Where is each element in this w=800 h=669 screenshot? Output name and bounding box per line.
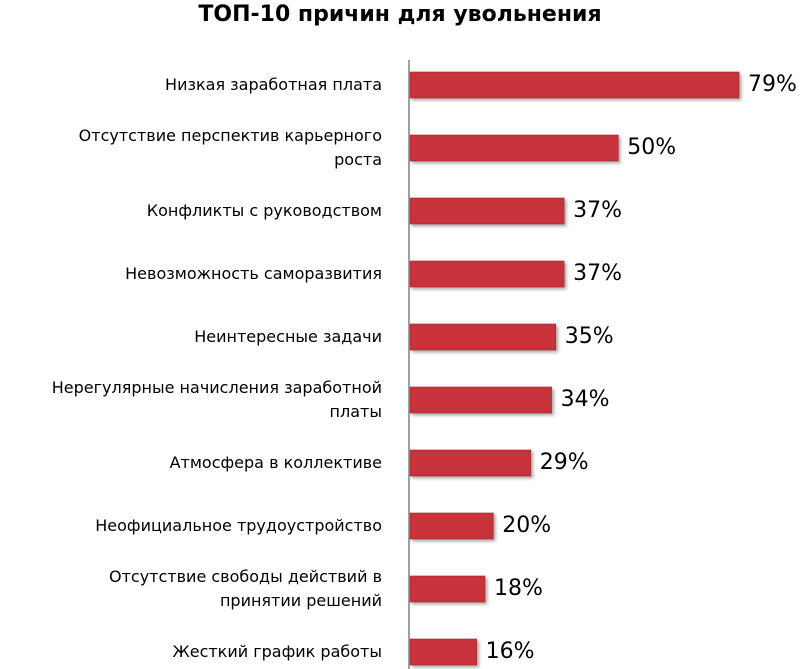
category-label-line: Невозможность саморазвития — [125, 264, 382, 283]
data-label: 18% — [493, 576, 543, 601]
data-label: 50% — [627, 135, 677, 160]
bar — [409, 323, 557, 351]
data-label: 37% — [573, 261, 622, 286]
data-label: 37% — [573, 198, 622, 223]
bar — [409, 134, 619, 162]
category-label: Невозможность саморазвития — [0, 262, 382, 286]
data-label: 35% — [564, 324, 614, 349]
data-label: 16% — [485, 639, 535, 664]
category-label-line: роста — [334, 150, 382, 169]
bar — [409, 260, 565, 288]
bar — [409, 638, 477, 666]
bar — [409, 71, 740, 99]
bar — [409, 386, 552, 414]
category-label: Низкая заработная плата — [0, 73, 382, 97]
category-label: Атмосфера в коллективе — [0, 451, 382, 475]
category-label: Отсутствие свободы действий в принятии ре… — [0, 565, 382, 613]
category-label: Неофициальное трудоустройство — [0, 514, 382, 538]
category-label: Отсутствие перспектив карьерного роста — [0, 124, 382, 172]
chart-title: ТОП-10 причин для увольнения — [198, 2, 602, 27]
category-label-line: Неофициальное трудоустройство — [95, 516, 382, 535]
category-label-line: Неинтересные задачи — [194, 327, 382, 346]
category-label-line: принятии решений — [219, 591, 382, 610]
data-label: 29% — [539, 450, 589, 475]
category-label-line: Атмосфера в коллективе — [169, 453, 382, 472]
category-label: Неинтересные задачи — [0, 325, 382, 349]
category-label-line: платы — [329, 402, 382, 421]
category-label-line: Нерегулярные начисления заработной — [51, 378, 382, 397]
category-label: Конфликты с руководством — [0, 199, 382, 223]
bar — [409, 197, 565, 225]
bar — [409, 512, 494, 540]
category-label-line: Конфликты с руководством — [146, 201, 382, 220]
bar — [409, 575, 486, 603]
category-label-line: Отсутствие перспектив карьерного — [78, 126, 382, 145]
category-label: Нерегулярные начисления заработной платы — [0, 376, 382, 424]
bar — [409, 449, 532, 477]
category-label-line: Низкая заработная плата — [165, 75, 382, 94]
data-label: 34% — [560, 387, 610, 412]
data-label: 20% — [502, 513, 552, 538]
data-label: 79% — [748, 72, 797, 97]
category-label-line: Жесткий график работы — [172, 642, 382, 661]
category-label-line: Отсутствие свободы действий в — [109, 567, 382, 586]
category-label: Жесткий график работы — [0, 640, 382, 664]
